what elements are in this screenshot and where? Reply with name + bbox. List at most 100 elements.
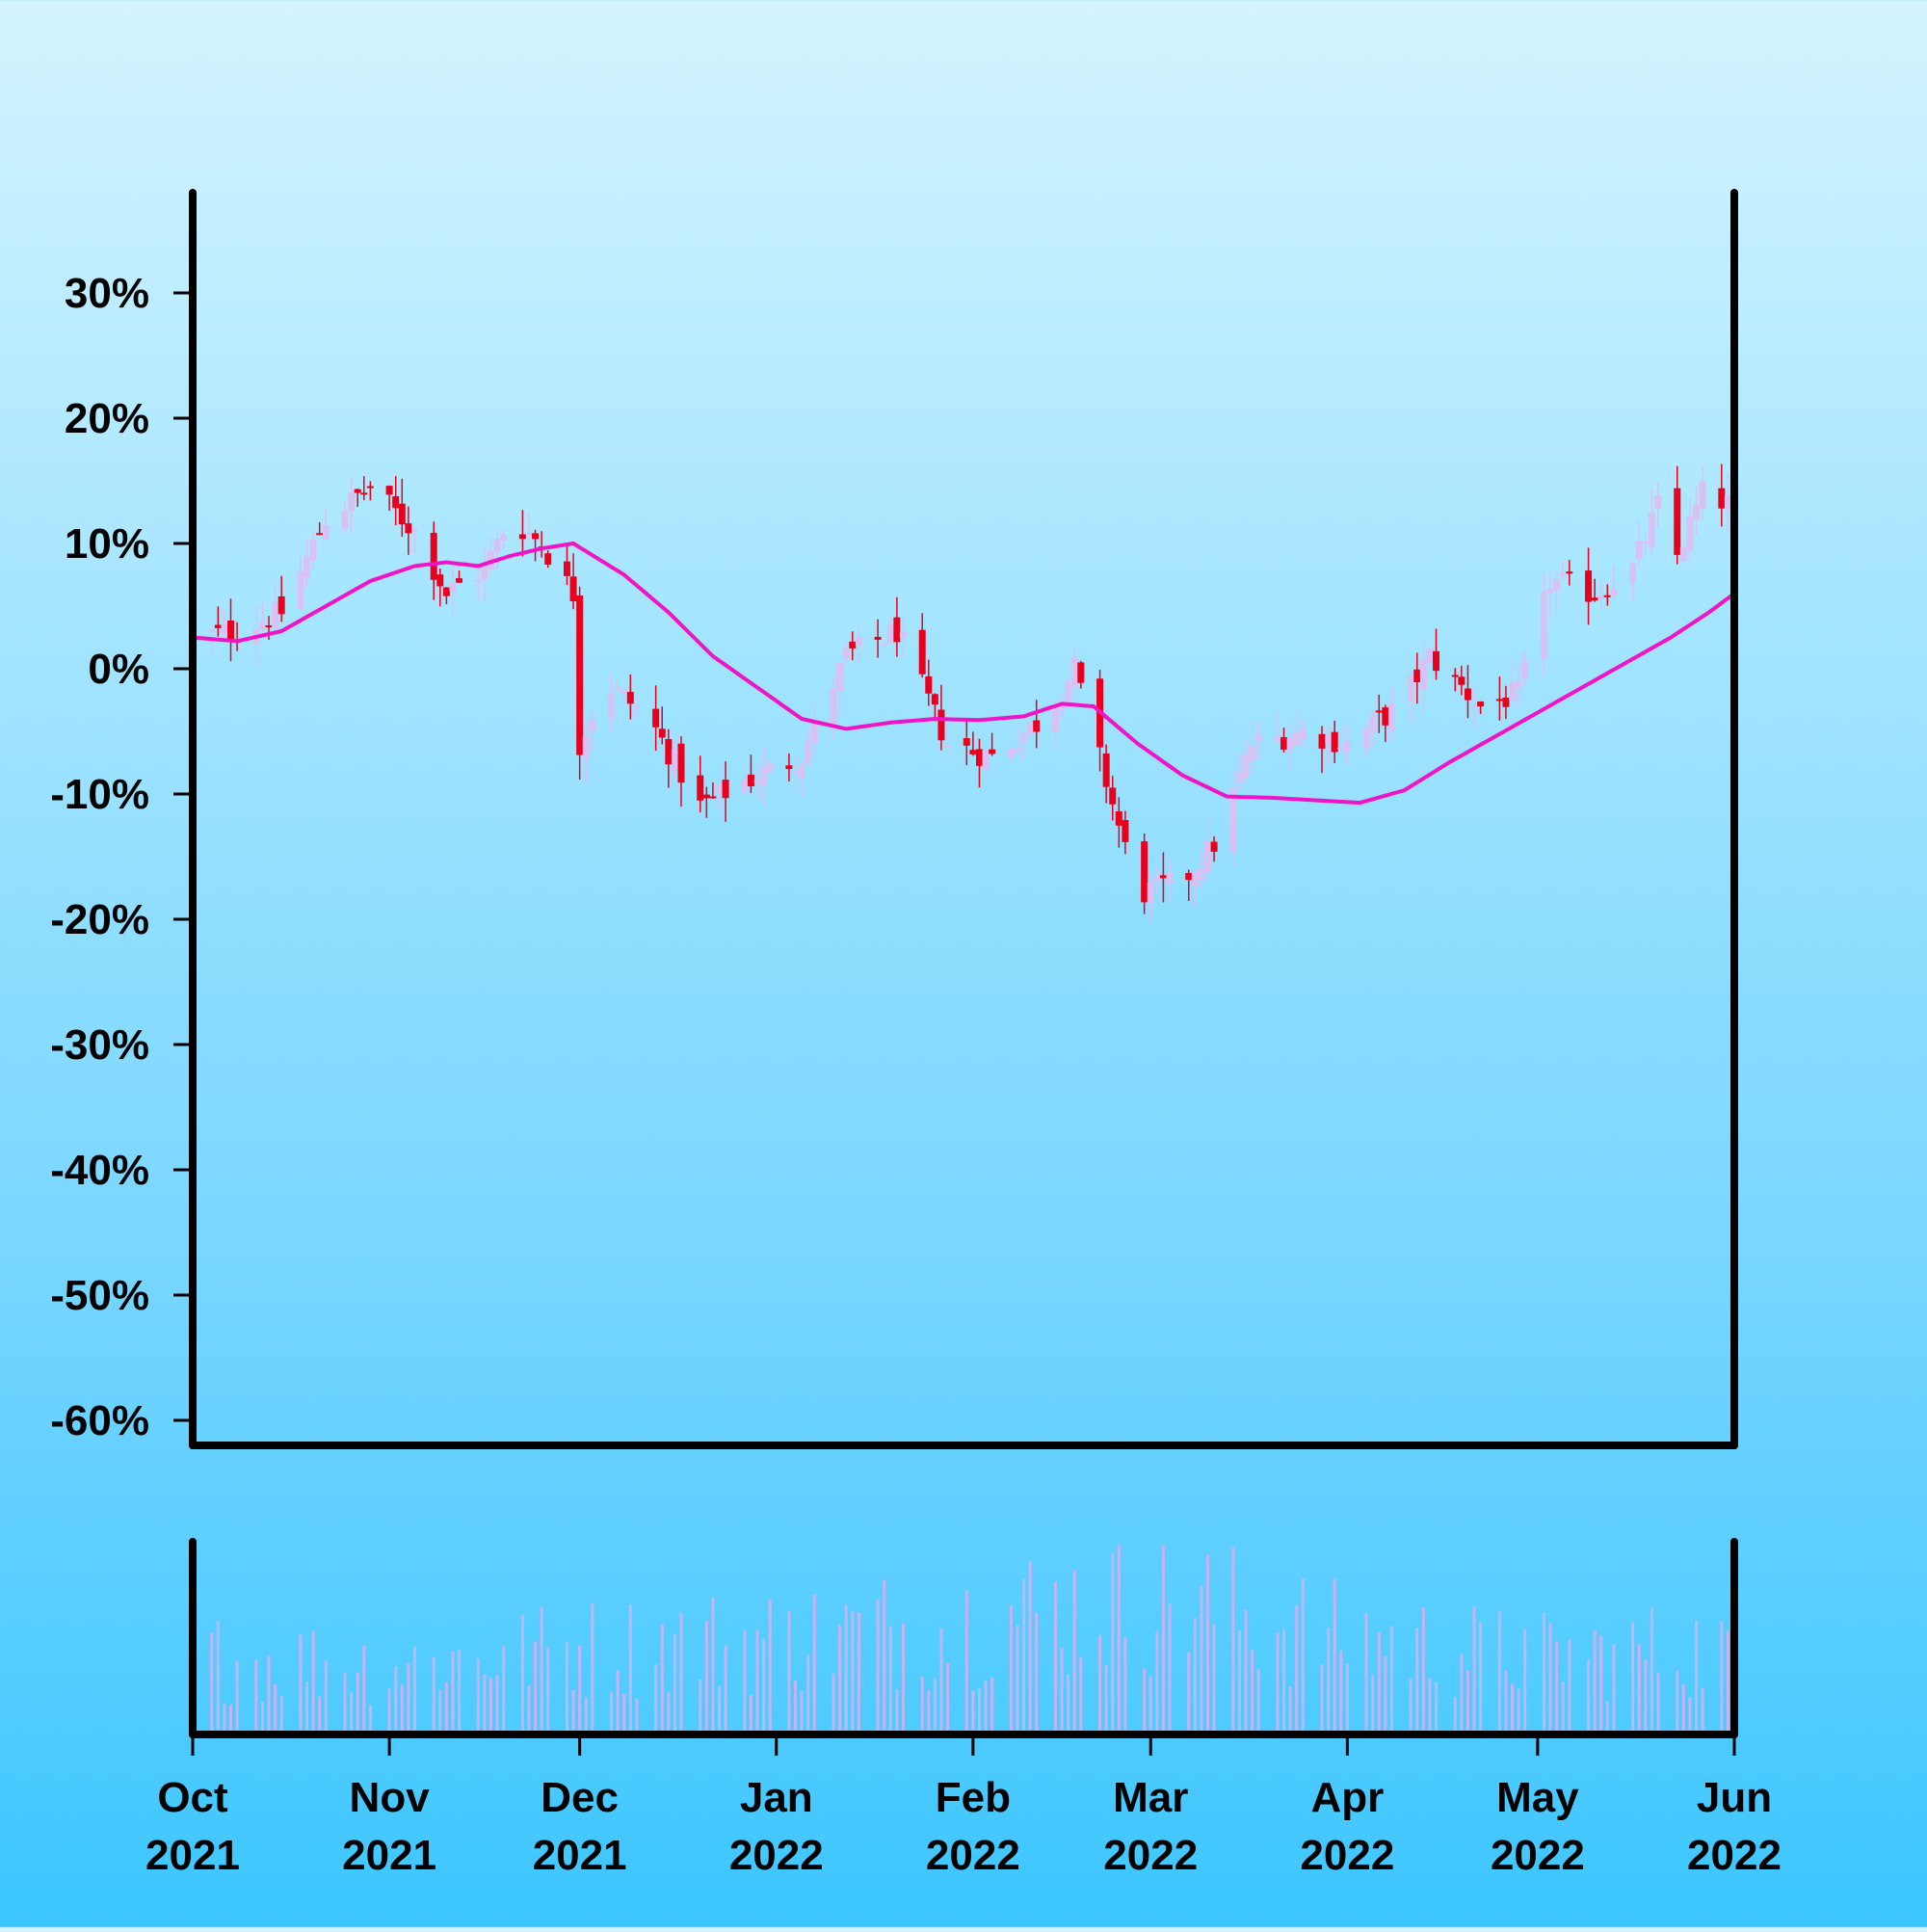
candle-body <box>385 486 393 495</box>
candle-body <box>963 738 970 746</box>
candle-body <box>665 738 673 765</box>
candle-body <box>842 648 850 659</box>
candle-body <box>1674 488 1681 555</box>
candle-body <box>1648 512 1655 548</box>
volume-bar <box>1072 1570 1076 1734</box>
candle-body <box>1077 662 1085 683</box>
volume-bar <box>1028 1561 1032 1734</box>
x-tick-label-month: Mar <box>1113 1774 1188 1821</box>
volume-bar <box>1123 1636 1127 1734</box>
volume-bar <box>920 1676 924 1734</box>
candle-body <box>1375 710 1383 713</box>
volume-bar <box>1650 1607 1653 1734</box>
volume-bar <box>1726 1630 1729 1734</box>
candle-body <box>398 503 406 525</box>
candle-body <box>1058 701 1066 710</box>
candle-body <box>620 690 628 694</box>
candle-body <box>1692 504 1700 520</box>
x-tick-label-year: 2022 <box>1300 1832 1394 1879</box>
volume-bar <box>216 1620 220 1734</box>
volume-bar <box>1542 1612 1545 1734</box>
candle-body <box>1153 876 1161 883</box>
volume-bar <box>1548 1623 1552 1734</box>
candle-body <box>316 533 324 536</box>
volume-bar <box>584 1697 588 1734</box>
candle-body <box>722 780 729 799</box>
candle-body <box>449 583 457 592</box>
volume-bar <box>368 1705 372 1734</box>
volume-bar <box>616 1670 620 1734</box>
candle-body <box>1065 680 1072 703</box>
x-tick-label-year: 2022 <box>1103 1832 1198 1879</box>
candle-body <box>1470 704 1478 707</box>
candle-body <box>1242 754 1250 779</box>
volume-panel <box>189 1538 1738 1738</box>
candle-body <box>881 643 888 646</box>
candle-body <box>1280 737 1288 751</box>
candle-body <box>753 781 761 783</box>
candle-body <box>456 578 463 583</box>
candle-body <box>1020 733 1028 743</box>
candle-body <box>208 629 216 632</box>
volume-bar <box>362 1645 366 1734</box>
candle-body <box>1553 579 1561 592</box>
candle-body <box>1102 753 1110 787</box>
candle-body <box>1387 702 1395 731</box>
volume-bar <box>311 1630 315 1734</box>
volume-bar <box>527 1685 531 1734</box>
candle-body <box>975 749 983 766</box>
x-tick-label-month: May <box>1496 1774 1579 1821</box>
volume-bar <box>1435 1681 1439 1734</box>
volume-bar <box>743 1629 747 1734</box>
candle-body <box>525 533 533 536</box>
candle-body <box>392 495 400 509</box>
volume-bar <box>1389 1626 1393 1734</box>
volume-bar <box>1511 1683 1515 1734</box>
x-axis: Oct 2021 Nov 2021 Dec 2021 Jan 2022 Feb 2022 Mar 20… <box>145 1734 1782 1879</box>
volume-bar <box>1364 1612 1368 1734</box>
volume-bar <box>571 1689 575 1734</box>
volume-bar <box>1193 1617 1197 1734</box>
candle-body <box>1191 872 1199 887</box>
candle-body <box>1635 541 1643 560</box>
y-tick-label: 30% <box>65 270 149 317</box>
candle-body <box>1235 771 1243 782</box>
candle-body <box>792 771 800 774</box>
candle-body <box>747 774 754 786</box>
volume-bar <box>1504 1670 1508 1734</box>
candle-body <box>1654 494 1662 509</box>
candle-body <box>569 576 577 602</box>
candle-body <box>716 784 724 793</box>
candle-body <box>1724 494 1731 511</box>
volume-bar <box>1720 1621 1724 1734</box>
candle-body <box>589 719 596 732</box>
candle-body <box>1254 733 1262 741</box>
volume-bar <box>939 1628 943 1734</box>
volume-bar <box>1701 1688 1704 1734</box>
candle-body <box>1229 787 1237 853</box>
candle-body <box>785 765 793 770</box>
candle-body <box>1699 481 1706 510</box>
y-tick-label: -60% <box>50 1397 149 1444</box>
candle-body <box>614 686 621 690</box>
candle-body <box>830 689 837 726</box>
volume-bar <box>1681 1684 1685 1734</box>
candle-body <box>474 579 482 583</box>
candle-body <box>258 622 266 631</box>
candle-body <box>1337 747 1345 750</box>
volume-bar <box>1453 1696 1457 1734</box>
candle-body <box>265 625 273 628</box>
candle-body <box>925 675 933 694</box>
volume-bar <box>933 1678 937 1734</box>
candle-body <box>1458 676 1465 685</box>
volume-bar <box>1053 1581 1057 1734</box>
volume-bar <box>210 1632 214 1734</box>
volume-bar <box>1320 1664 1324 1734</box>
candle-body <box>1159 875 1167 879</box>
candle-body <box>1203 840 1211 873</box>
candle-body <box>576 595 584 755</box>
volume-bar <box>1035 1612 1039 1734</box>
candle-body <box>1026 723 1034 735</box>
candle-body <box>1603 595 1611 597</box>
volume-bar <box>223 1703 226 1734</box>
